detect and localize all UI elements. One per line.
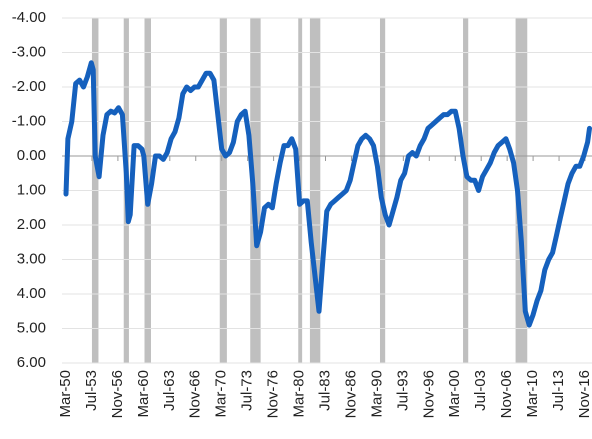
x-tick-label: Nov-86 [342, 370, 359, 418]
x-tick-label: Nov-96 [420, 370, 437, 418]
x-tick-label: Mar-70 [213, 370, 230, 418]
x-tick-label: Nov-66 [187, 370, 204, 418]
y-tick-label: 6.00 [17, 354, 46, 371]
y-tick-label: -1.00 [12, 112, 46, 129]
x-tick-label: Jul-83 [316, 370, 333, 411]
x-tick-label: Mar-00 [446, 370, 463, 418]
x-tick-label: Mar-60 [135, 370, 152, 418]
y-tick-label: 3.00 [17, 250, 46, 267]
y-tick-label: 5.00 [17, 319, 46, 336]
x-tick-label: Jul-93 [394, 370, 411, 411]
y-tick-label: 2.00 [17, 216, 46, 233]
x-tick-label: Mar-10 [524, 370, 541, 418]
x-tick-label: Nov-76 [265, 370, 282, 418]
y-tick-label: 1.00 [17, 181, 46, 198]
x-tick-label: Nov-56 [109, 370, 126, 418]
data-line [63, 60, 592, 328]
y-tick-label: -4.00 [12, 9, 46, 26]
x-tick-label: Mar-90 [368, 370, 385, 418]
x-tick-label: Nov-16 [576, 370, 592, 418]
x-tick-label: Mar-80 [291, 370, 308, 418]
y-tick-label: 4.00 [17, 285, 46, 302]
y-tick-label: 0.00 [17, 147, 46, 164]
y-tick-label: -3.00 [12, 43, 46, 60]
x-tick-label: Jul-53 [83, 370, 100, 411]
x-tick-label: Mar-50 [57, 370, 74, 418]
x-tick-label: Jul-03 [472, 370, 489, 411]
x-tick-label: Jul-73 [239, 370, 256, 411]
x-tick-label: Jul-63 [161, 370, 178, 411]
x-tick-label: Jul-13 [550, 370, 567, 411]
y-tick-label: -2.00 [12, 78, 46, 95]
x-tick-label: Nov-06 [498, 370, 515, 418]
